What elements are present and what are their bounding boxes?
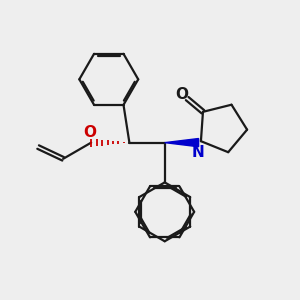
Text: N: N <box>192 146 204 160</box>
Text: O: O <box>176 87 189 102</box>
Text: O: O <box>83 125 96 140</box>
Polygon shape <box>165 139 199 147</box>
